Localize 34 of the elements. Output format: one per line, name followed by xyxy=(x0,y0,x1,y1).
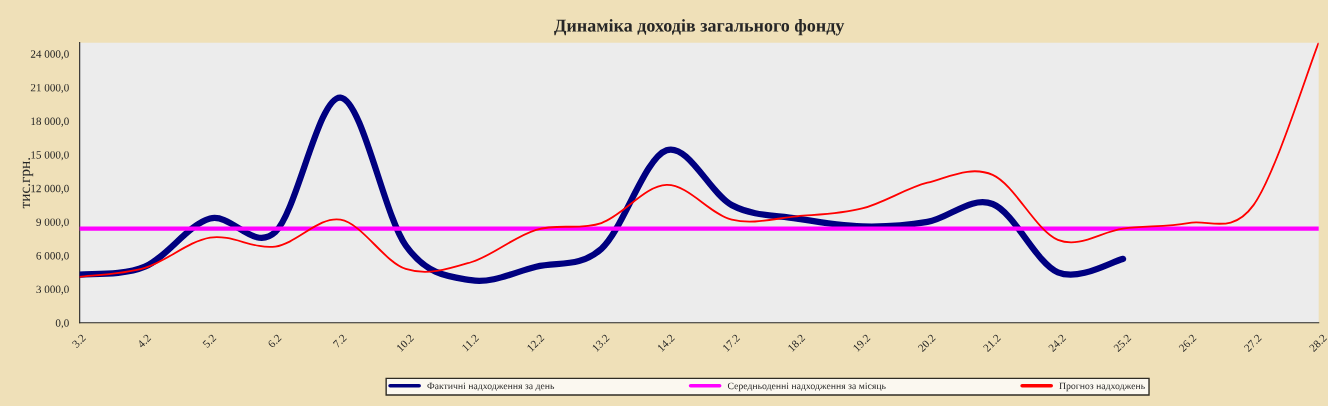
legend-label: Прогноз надходжень xyxy=(1059,382,1145,392)
x-tick-label: 14.2 xyxy=(657,333,676,352)
y-tick-label: 15 000,0 xyxy=(31,151,69,161)
x-tick-label: 10.2 xyxy=(396,333,415,352)
chart-title: Динаміка доходів загального фонду xyxy=(554,18,845,36)
x-tick-label: 12.2 xyxy=(526,333,545,352)
x-tick-label: 3.2 xyxy=(71,333,87,349)
x-tick-label: 6.2 xyxy=(267,333,282,349)
legend-label: Фактичні надходження за день xyxy=(427,382,555,391)
x-tick-label: 19.2 xyxy=(852,333,871,352)
y-tick-label: 24 000,0 xyxy=(30,50,69,60)
x-tick-label: 28.2 xyxy=(1308,333,1328,353)
y-tick-label: 3 000,0 xyxy=(36,285,69,295)
legend-label: Середньоденні надходження за місяць xyxy=(727,382,886,392)
x-tick-label: 13.2 xyxy=(591,333,610,352)
y-tick-label: 6 000,0 xyxy=(36,252,69,262)
y-tick-label: 21 000,0 xyxy=(30,83,69,94)
y-tick-label: 18 000,0 xyxy=(31,117,69,127)
x-tick-label: 21.2 xyxy=(982,333,1002,353)
y-tick-label: 0,0 xyxy=(55,319,69,329)
line-series xyxy=(79,42,1319,278)
y-tick-label: 12 000,0 xyxy=(31,184,69,194)
x-tick-label: 11.2 xyxy=(461,333,480,352)
x-tick-label: 25.2 xyxy=(1113,333,1132,353)
x-tick-label: 20.2 xyxy=(917,333,936,353)
x-tick-label: 27.2 xyxy=(1243,333,1262,353)
x-tick-label: 5.2 xyxy=(202,333,217,349)
x-tick-label: 26.2 xyxy=(1178,333,1197,353)
x-tick-label: 4.2 xyxy=(136,333,152,349)
x-tick-label: 18.2 xyxy=(787,333,806,352)
x-tick-label: 24.2 xyxy=(1048,333,1067,353)
y-tick-label: 9 000,0 xyxy=(36,218,69,228)
x-tick-label: 17.2 xyxy=(722,333,741,352)
x-tick-label: 7.2 xyxy=(332,333,348,349)
